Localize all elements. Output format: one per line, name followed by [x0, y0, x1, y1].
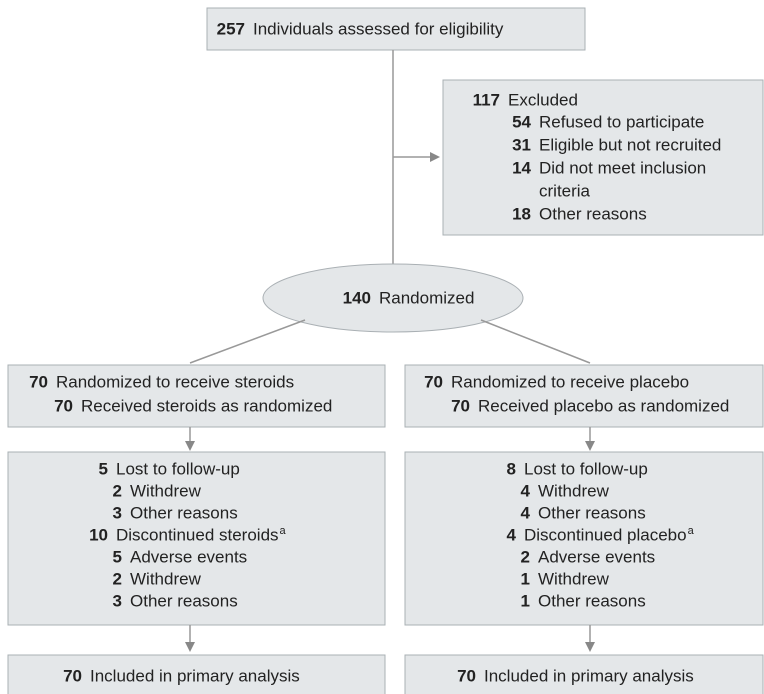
allocation-box — [404, 364, 764, 428]
followup-box — [404, 451, 764, 626]
count: 140 — [343, 288, 371, 307]
analysis-box — [7, 654, 386, 694]
label: Withdrew — [130, 569, 202, 588]
label: Withdrew — [130, 481, 202, 500]
count: 3 — [113, 591, 122, 610]
label: Received steroids as randomized — [81, 396, 332, 415]
label: Individuals assessed for eligibility — [253, 19, 504, 38]
count: 70 — [29, 372, 48, 391]
label: Discontinued steroids — [116, 525, 279, 544]
label: Discontinued placebo — [524, 525, 687, 544]
count: 1 — [521, 591, 530, 610]
allocation-box — [7, 364, 386, 428]
count: 3 — [113, 503, 122, 522]
count: 1 — [521, 569, 530, 588]
count: 5 — [113, 547, 122, 566]
label: Excluded — [508, 90, 578, 109]
analysis-box — [404, 654, 764, 694]
label: Withdrew — [538, 481, 610, 500]
count: 4 — [507, 525, 517, 544]
connector — [189, 319, 306, 364]
label: Included in primary analysis — [484, 666, 694, 685]
excluded-box — [442, 79, 764, 236]
label: Lost to follow-up — [116, 459, 240, 478]
label: Randomized to receive placebo — [451, 372, 689, 391]
arrow — [585, 642, 595, 652]
count: 70 — [63, 666, 82, 685]
count: 117 — [473, 90, 500, 109]
count: 14 — [512, 158, 531, 177]
count: 8 — [507, 459, 516, 478]
count: 70 — [54, 396, 73, 415]
label: Randomized — [379, 288, 474, 307]
label: Lost to follow-up — [524, 459, 648, 478]
label: Refused to participate — [539, 112, 704, 131]
label: Received placebo as randomized — [478, 396, 729, 415]
arrow — [430, 152, 440, 162]
count: 4 — [521, 503, 531, 522]
count: 2 — [113, 481, 122, 500]
label: Other reasons — [538, 503, 646, 522]
label: Other reasons — [130, 591, 238, 610]
count: 18 — [512, 204, 531, 223]
count: 70 — [424, 372, 443, 391]
label: criteria — [539, 181, 591, 200]
count: 10 — [89, 525, 108, 544]
count: 4 — [521, 481, 531, 500]
count: 70 — [457, 666, 476, 685]
count: 5 — [99, 459, 108, 478]
label: Other reasons — [538, 591, 646, 610]
arrow — [185, 441, 195, 451]
count: 2 — [521, 547, 530, 566]
count: 54 — [512, 112, 531, 131]
label: Other reasons — [130, 503, 238, 522]
arrow — [585, 441, 595, 451]
footnote-mark: a — [280, 525, 287, 537]
randomized-ellipse — [262, 263, 524, 333]
count: 70 — [451, 396, 470, 415]
connector — [480, 319, 591, 364]
followup-box — [7, 451, 386, 626]
arrow — [185, 642, 195, 652]
enrollment-box — [206, 7, 586, 51]
count: 31 — [512, 135, 531, 154]
label: Adverse events — [130, 547, 247, 566]
count: 2 — [113, 569, 122, 588]
label: Other reasons — [539, 204, 647, 223]
label: Withdrew — [538, 569, 610, 588]
label: Did not meet inclusion — [539, 158, 706, 177]
label: Randomized to receive steroids — [56, 372, 294, 391]
label: Adverse events — [538, 547, 655, 566]
label: Eligible but not recruited — [539, 135, 721, 154]
label: Included in primary analysis — [90, 666, 300, 685]
count: 257 — [217, 19, 245, 38]
footnote-mark: a — [688, 525, 695, 537]
